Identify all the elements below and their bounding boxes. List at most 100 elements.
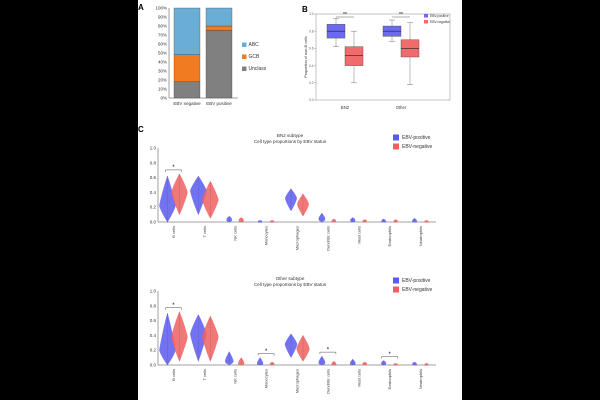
c-violin-neutrophils-ebv-negative <box>424 220 429 223</box>
figure-svg: A B C 0% 10% 20% 30% 40% 50% 60% 70% 80% 90% 100% E… <box>138 3 451 394</box>
a-legend-label-unclass: Unclass <box>249 66 267 72</box>
a-bar-ebv-negative-abc <box>173 7 201 55</box>
a-ytick-label: 60% <box>158 42 167 47</box>
a-ytick-label: 80% <box>158 24 167 29</box>
c-category-label: Dendritic cells <box>325 226 330 251</box>
a-bar-ebv-negative-unclass <box>173 81 201 99</box>
c-chart-subtitle: Cell type proportions by EBV status <box>254 139 327 144</box>
c-category-label: NK cells <box>233 369 238 384</box>
a-category-label: EBV positive <box>206 101 232 106</box>
c-ytick-label: 0.0 <box>150 363 157 368</box>
b-box-other-ebv-positive <box>382 19 402 42</box>
a-bar-ebv-positive-gcb <box>205 25 233 31</box>
c-significance-label: * <box>327 347 330 353</box>
b-legend-label-ebv-negative: EBV-negative <box>430 20 450 24</box>
c-category-label: Dendritic cells <box>325 369 330 394</box>
c-significance-label: * <box>388 352 391 358</box>
a-legend-swatch-abc <box>242 42 247 47</box>
c-category-label: Macrophages <box>295 226 300 250</box>
c-significance-bracket: * <box>165 165 182 172</box>
c-violin-macrophages-ebv-negative <box>297 193 309 217</box>
a-legend-swatch-unclass <box>242 66 247 71</box>
c-ytick-label: 0.6 <box>150 318 157 323</box>
c-legend-swatch-ebv-positive <box>393 277 399 284</box>
c-significance-label: * <box>172 165 175 171</box>
c-ytick-label: 0.4 <box>150 190 157 195</box>
c-legend-label-ebv-negative: EBV-negative <box>402 144 433 150</box>
figure: A B C 0% 10% 20% 30% 40% 50% 60% 70% 80% 90% 100% E… <box>138 0 462 400</box>
c-category-label: Mast cells <box>356 226 361 244</box>
c-legend-swatch-ebv-positive <box>393 134 399 141</box>
c-category-label: NK cells <box>233 226 238 241</box>
c-category-label: Macrophages <box>295 369 300 393</box>
c-bracket-line <box>319 351 337 355</box>
c-legend-label-ebv-negative: EBV-negative <box>402 287 433 293</box>
a-legend-label-gcb: GCB <box>249 54 261 60</box>
c-category-label: Mast cells <box>356 369 361 387</box>
b-box-bn2-ebv-positive <box>326 18 346 47</box>
b-legend-label-ebv-positive: EBV-positive <box>430 14 449 18</box>
a-legend-swatch-gcb <box>242 54 247 59</box>
c-chart-subtitle: Cell type proportions by EBV status <box>254 282 327 287</box>
a-ytick-label: 90% <box>158 15 167 20</box>
c-category-label: T cells <box>202 369 207 380</box>
c-violin-monocytes-ebv-positive <box>258 220 263 223</box>
a-bar-ebv-positive-unclass <box>205 30 233 99</box>
b-significance-label: ** <box>343 12 347 18</box>
c-bracket-line <box>165 307 182 310</box>
a-bar-ebv-negative-gcb <box>173 54 201 82</box>
b-box-body <box>344 46 364 66</box>
c-ytick-label: 1.0 <box>150 289 157 294</box>
c-legend-label-ebv-positive: EBV-positive <box>402 135 431 141</box>
c-category-label: B cells <box>171 226 176 238</box>
c-significance-bracket: * <box>165 303 182 310</box>
a-category-label: EBV negative <box>173 101 201 106</box>
c-violin-neutrophils-ebv-negative <box>424 363 429 366</box>
c-significance-bracket: * <box>319 347 337 355</box>
c-legend-swatch-ebv-negative <box>393 143 399 150</box>
b-y-axis-label: Proportion of non-B cells <box>304 36 308 78</box>
c-violin-eosinophils-ebv-negative <box>393 363 398 366</box>
c-legend-label-ebv-positive: EBV-positive <box>402 278 431 284</box>
a-ytick-label: 40% <box>158 60 167 65</box>
c-chart-title: Other subtype <box>276 276 305 281</box>
c-category-label: B cells <box>171 369 176 381</box>
c-ytick-label: 0.6 <box>150 175 157 180</box>
c-violin-mast-cells-ebv-positive <box>350 358 356 366</box>
c-violin-macrophages-ebv-positive <box>285 188 297 212</box>
c-violin-monocytes-ebv-negative <box>270 220 275 223</box>
a-ytick-label: 0% <box>160 96 167 101</box>
c-significance-bracket: * <box>381 352 398 359</box>
panel-b-letter: B <box>302 5 308 14</box>
c-ytick-label: 0.2 <box>150 348 157 353</box>
b-category-label: Other <box>396 105 407 110</box>
b-significance-label: ** <box>399 12 403 18</box>
a-ytick-label: 50% <box>158 51 167 56</box>
b-plot-frame <box>315 13 451 101</box>
c-category-label: T cells <box>202 226 207 237</box>
c-category-label: Eosinophils <box>387 369 392 389</box>
panel-c-letter: C <box>138 125 144 134</box>
c-violin-dendritic-cells-ebv-positive <box>318 355 326 366</box>
c-category-label: Monocytes <box>264 369 269 388</box>
c-ytick-label: 0.8 <box>150 160 157 165</box>
panel-a-letter: A <box>138 3 144 12</box>
b-ytick-label: 0.6 <box>309 47 314 51</box>
a-ytick-label: 20% <box>158 78 167 83</box>
b-ytick-label: 0.8 <box>309 29 314 33</box>
c-bracket-line <box>257 353 275 356</box>
b-legend-swatch-ebv-negative <box>424 20 428 24</box>
a-ytick-label: 100% <box>155 6 167 11</box>
a-legend-label-abc: ABC <box>249 42 260 48</box>
a-bar-ebv-positive-abc <box>205 7 233 27</box>
b-ytick-label: 0.4 <box>309 64 314 68</box>
panel-b-box-plot: 0.0 0.2 0.4 0.6 0.8 1.0 Proportion of non-B ce… <box>304 12 451 110</box>
c-ytick-label: 0.0 <box>150 220 157 225</box>
a-ytick-label: 70% <box>158 33 167 38</box>
c-violin-nk-cells-ebv-positive <box>226 215 232 223</box>
b-ytick-label: 0.0 <box>309 98 314 102</box>
c-category-label: Eosinophils <box>387 226 392 246</box>
c-significance-label: * <box>265 349 268 355</box>
